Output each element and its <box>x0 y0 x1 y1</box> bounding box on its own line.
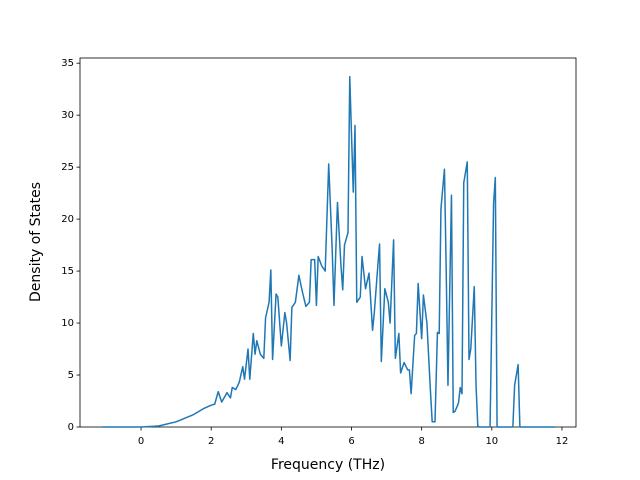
plot-frame <box>79 57 577 428</box>
y-tick-label: 35 <box>61 58 74 69</box>
x-tick-label: 4 <box>278 436 284 447</box>
y-tick-label: 20 <box>61 214 74 225</box>
x-tick-label: 12 <box>556 436 569 447</box>
x-axis-label: Frequency (THz) <box>271 457 385 473</box>
x-tick-label: 0 <box>138 436 144 447</box>
y-tick-label: 15 <box>61 266 74 277</box>
x-tick-label: 8 <box>418 436 424 447</box>
data-line <box>102 75 555 428</box>
y-tick-label: 0 <box>68 422 74 433</box>
y-tick-label: 5 <box>68 370 74 381</box>
x-tick-label: 2 <box>208 436 214 447</box>
y-tick-label: 25 <box>61 162 74 173</box>
y-axis-label: Density of States <box>28 182 44 302</box>
x-tick-label: 10 <box>485 436 498 447</box>
x-tick-label: 6 <box>348 436 354 447</box>
y-tick-label: 30 <box>61 110 74 121</box>
y-tick-label: 10 <box>61 318 74 329</box>
